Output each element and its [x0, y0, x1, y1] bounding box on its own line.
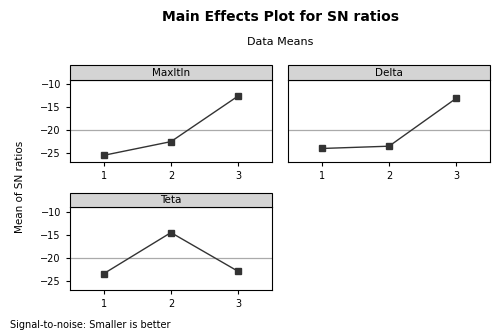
Text: Teta: Teta	[160, 195, 182, 205]
FancyBboxPatch shape	[70, 65, 272, 80]
FancyBboxPatch shape	[288, 65, 490, 80]
Text: Delta: Delta	[375, 68, 403, 78]
Text: MaxItIn: MaxItIn	[152, 68, 190, 78]
Text: Data Means: Data Means	[247, 37, 313, 47]
Text: Signal-to-noise: Smaller is better: Signal-to-noise: Smaller is better	[10, 320, 170, 330]
Text: Main Effects Plot for SN ratios: Main Effects Plot for SN ratios	[162, 10, 398, 24]
Text: Mean of SN ratios: Mean of SN ratios	[15, 140, 25, 233]
FancyBboxPatch shape	[70, 192, 272, 207]
